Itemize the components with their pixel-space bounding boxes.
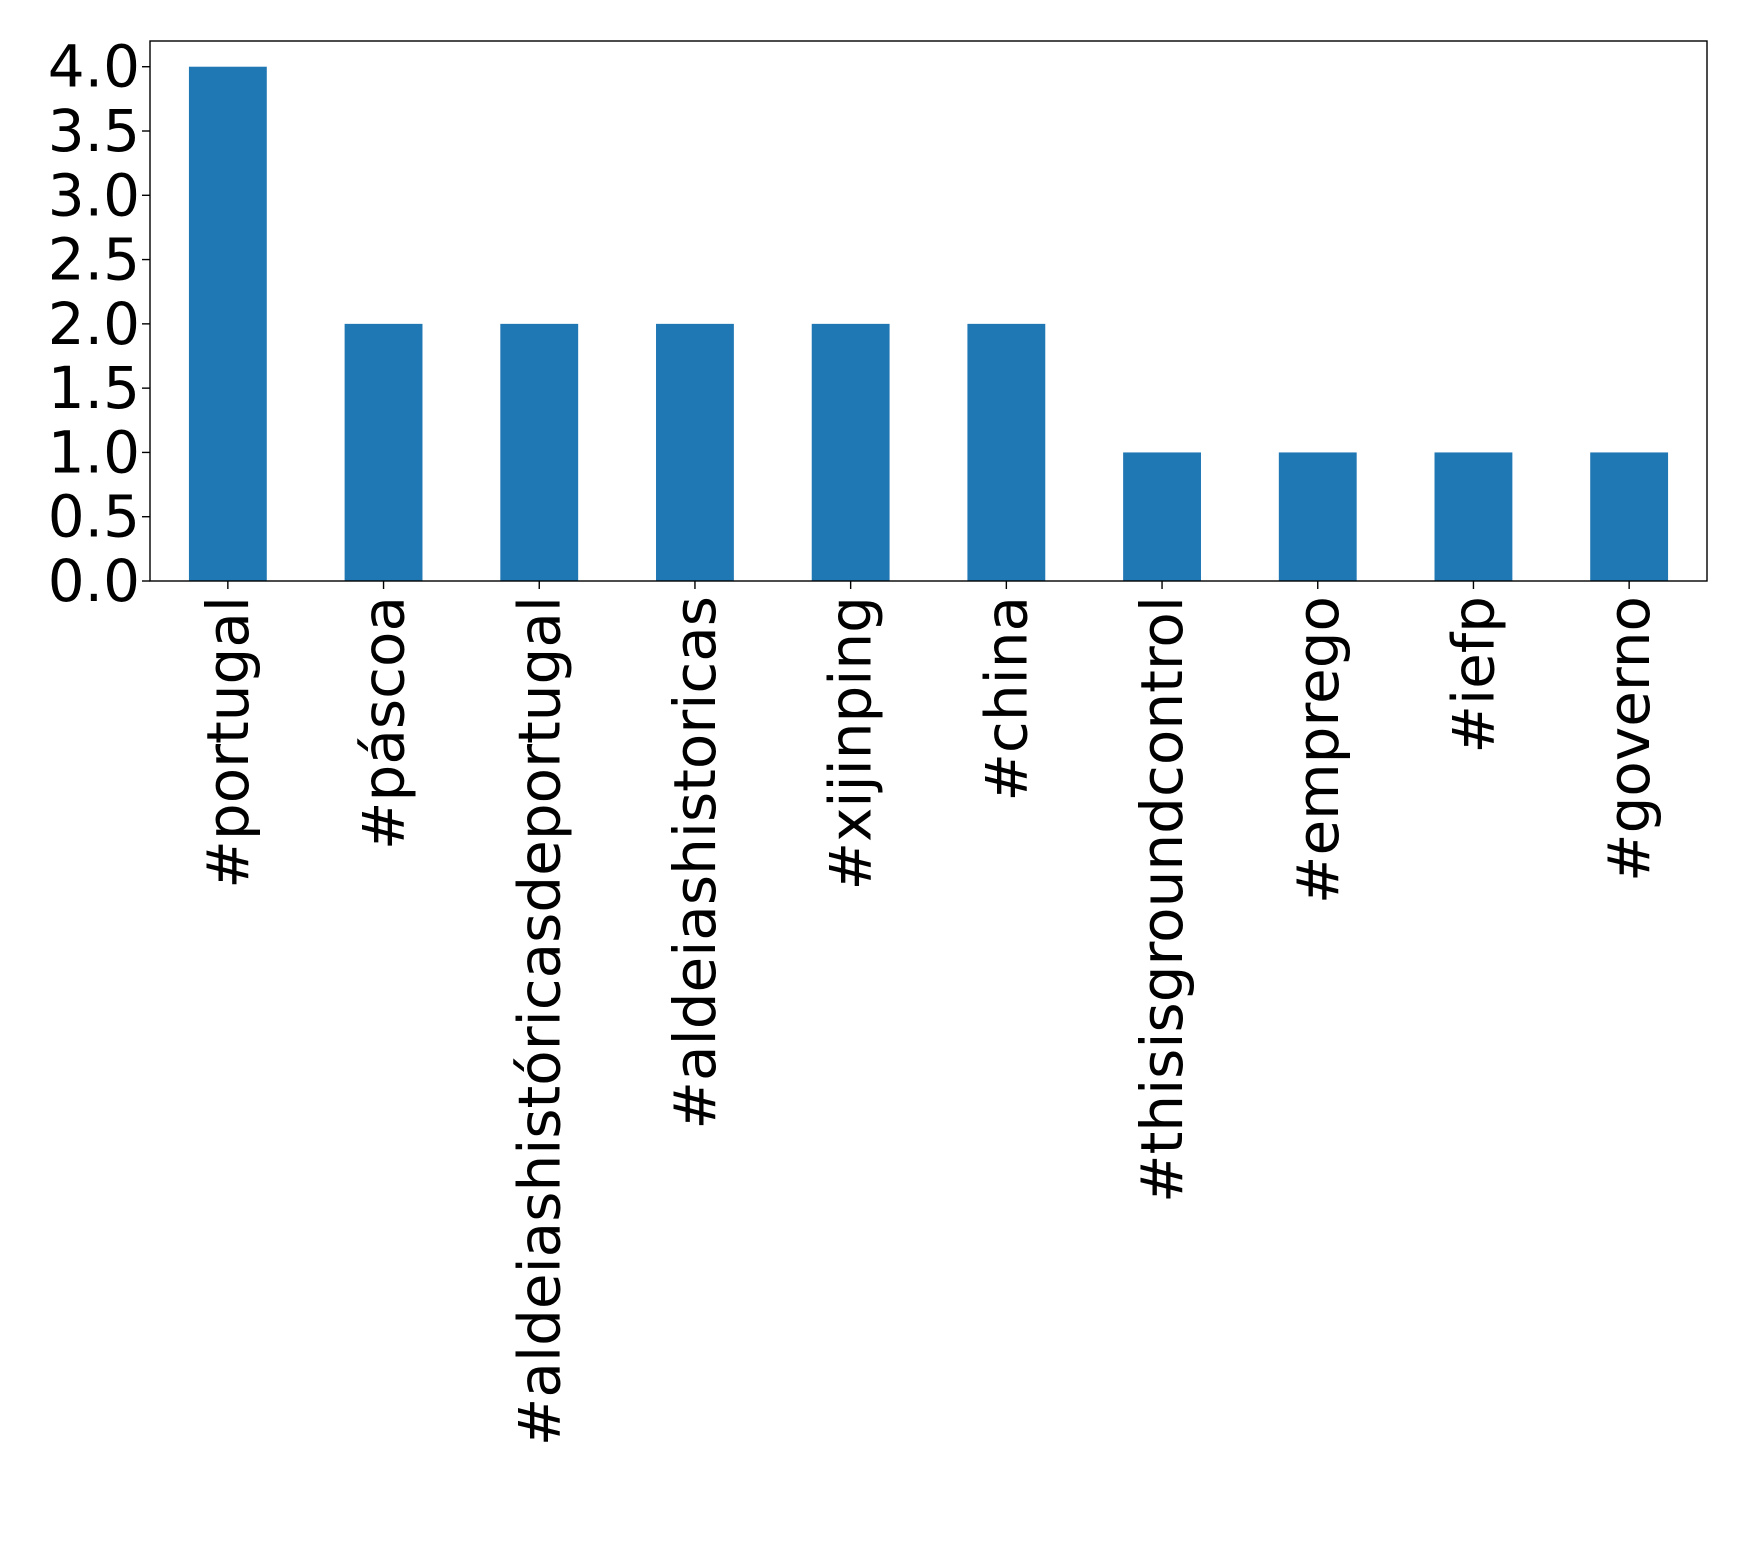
bar-9: [1590, 452, 1669, 581]
y-tick-label-6: 3.0: [48, 161, 140, 229]
x-tick-label-4: #xijinping: [817, 596, 885, 891]
bar-1: [344, 323, 423, 581]
x-tick-label-0: #portugal: [194, 596, 262, 889]
x-tick-label-9: #governo: [1595, 596, 1663, 882]
bar-2: [500, 323, 579, 581]
bar-7: [1278, 452, 1357, 581]
bar-4: [811, 323, 890, 581]
x-tick-label-8: #iefp: [1439, 596, 1507, 754]
bar-6: [1123, 452, 1201, 581]
y-tick-label-4: 2.0: [48, 290, 140, 358]
x-tick-label-5: #china: [972, 596, 1040, 802]
bar-0: [188, 66, 267, 581]
y-tick-label-5: 2.5: [48, 226, 140, 294]
y-axis: 0.00.51.01.52.02.53.03.54.0: [48, 33, 150, 615]
bar-3: [656, 323, 734, 581]
bars-layer: [188, 66, 1669, 581]
y-tick-label-0: 0.0: [48, 547, 140, 615]
bar-5: [967, 323, 1046, 581]
y-tick-label-8: 4.0: [48, 33, 140, 101]
plot-frame: [149, 40, 1708, 582]
x-tick-label-2: #aldeiashistóricasdeportugal: [505, 596, 573, 1446]
y-tick-label-2: 1.0: [48, 418, 140, 486]
x-tick-label-3: #aldeiashistoricas: [661, 596, 729, 1130]
bar-8: [1434, 452, 1513, 581]
y-tick-label-7: 3.5: [48, 97, 140, 165]
y-tick-label-1: 0.5: [48, 483, 140, 551]
x-axis: #portugal #páscoa #aldeiashistóricasdeport…: [194, 581, 1663, 1446]
x-tick-label-7: #emprego: [1284, 596, 1352, 904]
x-tick-label-6: #thisisgroundcontrol: [1128, 596, 1196, 1203]
x-tick-label-1: #páscoa: [350, 596, 418, 850]
y-tick-label-3: 1.5: [48, 354, 140, 422]
